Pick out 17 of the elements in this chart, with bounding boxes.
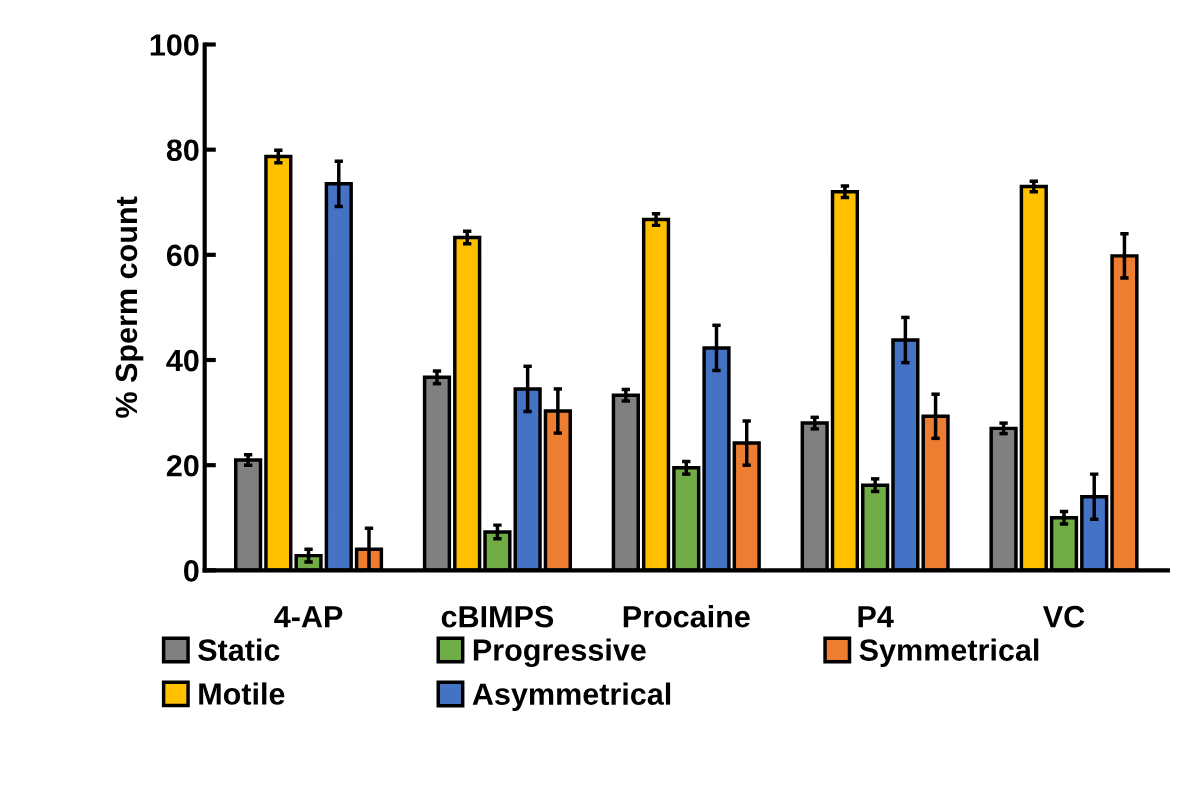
legend-label: Static xyxy=(198,638,280,661)
y-tick-label: 60 xyxy=(166,244,199,267)
legend-label: Asymmetrical xyxy=(472,682,671,711)
x-tick-label: Procaine xyxy=(623,605,750,628)
y-tick-label: 100 xyxy=(150,34,199,56)
y-tick-label: 20 xyxy=(166,454,199,477)
x-tick-label: cBIMPS xyxy=(441,605,554,628)
x-tick-label: P4 xyxy=(858,606,894,628)
y-tick-label: 0 xyxy=(184,560,199,582)
legend-label: Motile xyxy=(199,682,285,705)
y-tick-label: 40 xyxy=(166,349,199,372)
y-tick-label: 80 xyxy=(166,139,199,162)
y-axis-title: % Sperm count xyxy=(115,196,144,418)
x-tick-label: 4-AP xyxy=(274,606,343,628)
legend-label: Symmetrical xyxy=(859,638,1039,667)
legend-label: Progressive xyxy=(473,638,646,668)
x-tick-label: VC xyxy=(1042,605,1085,628)
